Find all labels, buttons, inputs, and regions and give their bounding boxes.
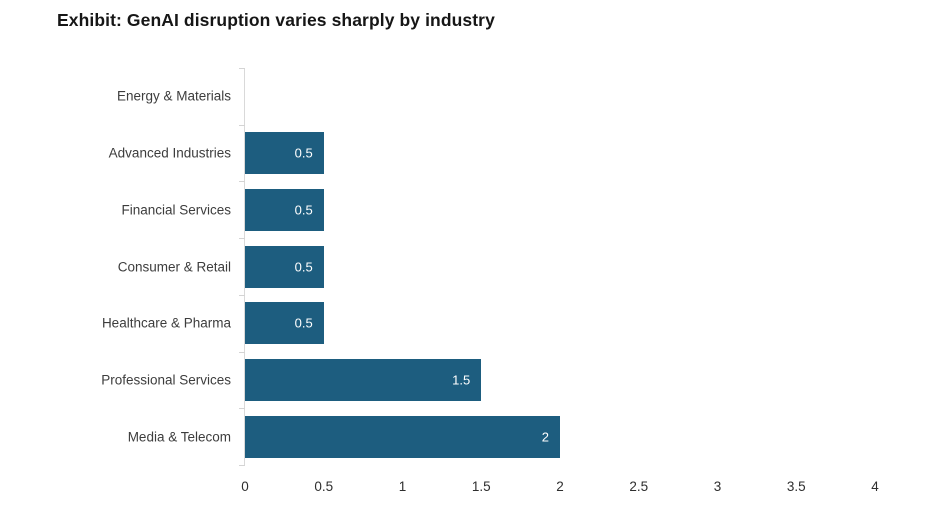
x-axis-tick-label: 0 [241,479,249,494]
y-axis-tick [239,124,245,126]
x-axis-tick-label: 0.5 [314,479,334,494]
bar-row: Advanced Industries 0.5 [109,125,875,182]
bar-row: Energy & Materials [117,68,875,125]
y-axis-tick [239,351,245,353]
x-axis-tick-label: 2 [556,479,564,494]
category-label: Media & Telecom [127,429,231,445]
bar: 0.5 [245,245,324,288]
category-label: Financial Services [121,202,231,218]
bar-rows: Energy & Materials Advanced Industries 0.5… [101,68,875,465]
x-axis-tick-label: 3 [713,479,722,494]
chart-title: Exhibit: GenAI disruption varies sharply… [57,10,495,30]
bar-row: Healthcare & Pharma 0.5 [102,295,875,352]
category-label: Energy & Materials [116,88,231,104]
x-axis-tick-label: 4 [871,479,879,494]
category-label: Advanced Industries [108,145,231,161]
category-label: Professional Services [101,372,231,388]
x-axis-tick-label: 3.5 [786,479,806,494]
x-axis-tick-label: 1 [398,479,407,494]
x-axis-tick-label: 1.5 [471,479,491,494]
y-axis-tick [239,181,245,183]
y-axis-tick [239,238,245,240]
bar-value-label: 2 [541,429,549,445]
y-axis-tick [239,294,245,296]
category-label: Healthcare & Pharma [101,315,231,331]
y-axis-tick [239,465,245,466]
bar-value-label: 1.5 [452,372,471,388]
bar-row: Consumer & Retail 0.5 [118,238,875,295]
bar: 2 [245,415,560,458]
x-axis-tick-label: 2.5 [629,479,649,494]
bar-value-label: 0.5 [294,259,313,275]
bar: 1.5 [245,358,482,401]
bar: 0.5 [245,302,324,345]
bar-value-label: 0.5 [294,315,313,331]
y-axis-tick [239,408,245,410]
bar-row: Media & Telecom 2 [128,408,875,465]
bar-value-label: 0.5 [294,145,313,161]
bar-row: Financial Services 0.5 [121,181,875,238]
y-axis-tick [239,68,245,69]
bar: 0.5 [245,132,324,175]
bar-value-label: 0.5 [294,202,313,218]
bar-row: Professional Services 1.5 [101,352,875,409]
category-label: Consumer & Retail [117,259,231,275]
bar: 0.5 [245,188,324,231]
plot-area: Energy & Materials Advanced Industries 0.5… [101,68,879,494]
